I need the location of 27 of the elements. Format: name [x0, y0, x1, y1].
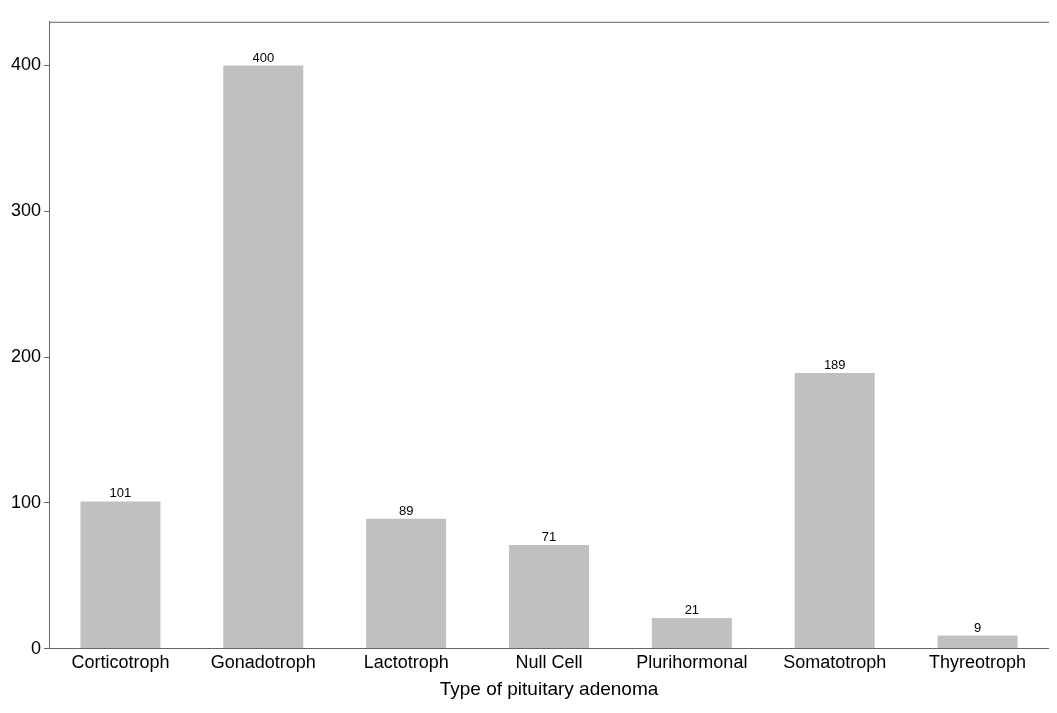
- y-tick-label: 400: [10, 54, 42, 75]
- x-tick-label: Null Cell: [515, 652, 583, 673]
- bar: [80, 501, 161, 649]
- data-label: 21: [684, 602, 700, 618]
- bar: [223, 65, 304, 649]
- bar: [366, 518, 447, 649]
- x-tick-label: Corticotroph: [71, 652, 170, 673]
- bar: [509, 545, 590, 649]
- bar: [794, 373, 875, 649]
- y-tick-label: 200: [10, 346, 42, 367]
- x-tick-label: Thyreotroph: [929, 652, 1027, 673]
- x-tick-label: Gonadotroph: [210, 652, 316, 673]
- x-tick-label: Plurihormonal: [636, 652, 748, 673]
- y-tick-label: 0: [31, 637, 42, 658]
- bar: [937, 635, 1018, 649]
- data-label: 71: [541, 529, 557, 545]
- data-label: 9: [973, 619, 982, 635]
- data-label: 89: [398, 502, 414, 518]
- data-label: 189: [823, 357, 846, 373]
- bar: [651, 617, 732, 649]
- data-label: 101: [109, 485, 132, 501]
- x-axis-title: Type of pituitary adenoma: [439, 677, 659, 699]
- y-tick-label: 100: [10, 491, 42, 512]
- y-tick-label: 300: [10, 200, 42, 221]
- x-tick-label: Lactotroph: [363, 652, 449, 673]
- data-label: 400: [252, 49, 275, 65]
- x-tick-label: Somatotroph: [783, 652, 887, 673]
